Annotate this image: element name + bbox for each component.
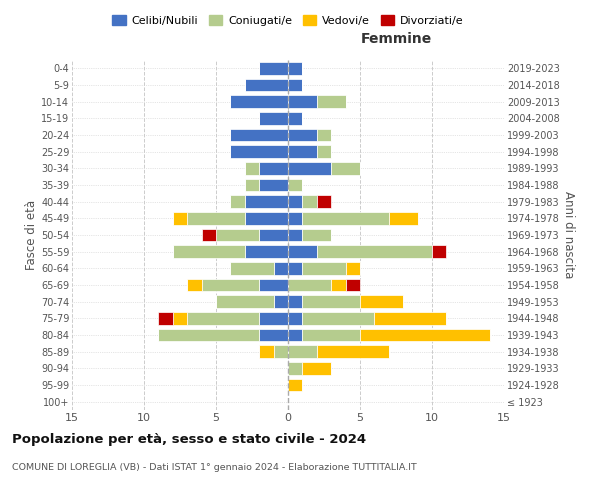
Bar bbox=[259, 162, 288, 174]
Bar bbox=[288, 62, 302, 74]
Bar bbox=[187, 212, 245, 224]
Bar bbox=[288, 79, 302, 92]
Bar bbox=[202, 229, 216, 241]
Bar bbox=[288, 196, 302, 208]
Bar bbox=[230, 196, 245, 208]
Bar bbox=[288, 179, 302, 192]
Bar bbox=[259, 62, 288, 74]
Bar bbox=[230, 146, 288, 158]
Bar bbox=[331, 162, 360, 174]
Bar bbox=[374, 312, 446, 324]
Text: Femmine: Femmine bbox=[361, 32, 431, 46]
Bar bbox=[288, 162, 331, 174]
Bar bbox=[302, 196, 317, 208]
Bar bbox=[259, 112, 288, 124]
Bar bbox=[432, 246, 446, 258]
Bar bbox=[259, 229, 288, 241]
Text: Popolazione per età, sesso e stato civile - 2024: Popolazione per età, sesso e stato civil… bbox=[12, 432, 366, 446]
Bar bbox=[288, 362, 302, 374]
Bar bbox=[302, 212, 389, 224]
Bar bbox=[216, 229, 259, 241]
Bar bbox=[259, 312, 288, 324]
Bar bbox=[288, 379, 302, 391]
Bar bbox=[187, 312, 259, 324]
Bar bbox=[230, 262, 274, 274]
Bar bbox=[317, 346, 389, 358]
Y-axis label: Fasce di età: Fasce di età bbox=[25, 200, 38, 270]
Bar bbox=[288, 346, 317, 358]
Bar bbox=[288, 229, 302, 241]
Bar bbox=[288, 112, 302, 124]
Bar bbox=[245, 162, 259, 174]
Bar bbox=[259, 279, 288, 291]
Bar bbox=[302, 229, 331, 241]
Bar bbox=[274, 262, 288, 274]
Bar bbox=[230, 129, 288, 141]
Bar bbox=[317, 246, 432, 258]
Bar bbox=[302, 262, 346, 274]
Bar bbox=[317, 96, 346, 108]
Bar bbox=[158, 329, 259, 341]
Bar bbox=[245, 246, 288, 258]
Bar bbox=[259, 346, 274, 358]
Bar bbox=[317, 129, 331, 141]
Bar bbox=[288, 279, 331, 291]
Bar bbox=[245, 179, 259, 192]
Bar bbox=[259, 329, 288, 341]
Bar bbox=[288, 312, 302, 324]
Bar bbox=[173, 246, 245, 258]
Bar bbox=[302, 329, 360, 341]
Bar bbox=[259, 179, 288, 192]
Text: COMUNE DI LOREGLIA (VB) - Dati ISTAT 1° gennaio 2024 - Elaborazione TUTTITALIA.I: COMUNE DI LOREGLIA (VB) - Dati ISTAT 1° … bbox=[12, 462, 417, 471]
Bar bbox=[302, 296, 360, 308]
Bar bbox=[288, 212, 302, 224]
Bar bbox=[245, 79, 288, 92]
Bar bbox=[187, 279, 202, 291]
Bar bbox=[288, 146, 317, 158]
Bar bbox=[288, 246, 317, 258]
Bar bbox=[274, 346, 288, 358]
Bar bbox=[317, 146, 331, 158]
Bar bbox=[245, 196, 288, 208]
Bar bbox=[173, 212, 187, 224]
Bar bbox=[302, 312, 374, 324]
Bar bbox=[317, 196, 331, 208]
Bar bbox=[230, 96, 288, 108]
Bar bbox=[173, 312, 187, 324]
Bar bbox=[245, 212, 288, 224]
Legend: Celibi/Nubili, Coniugati/e, Vedovi/e, Divorziati/e: Celibi/Nubili, Coniugati/e, Vedovi/e, Di… bbox=[108, 10, 468, 30]
Bar bbox=[274, 296, 288, 308]
Bar bbox=[360, 296, 403, 308]
Bar bbox=[202, 279, 259, 291]
Bar bbox=[216, 296, 274, 308]
Bar bbox=[288, 129, 317, 141]
Bar bbox=[288, 96, 317, 108]
Bar bbox=[360, 329, 490, 341]
Bar bbox=[158, 312, 173, 324]
Bar bbox=[288, 329, 302, 341]
Bar bbox=[346, 279, 360, 291]
Bar bbox=[288, 262, 302, 274]
Bar bbox=[346, 262, 360, 274]
Bar bbox=[288, 296, 302, 308]
Bar bbox=[331, 279, 346, 291]
Y-axis label: Anni di nascita: Anni di nascita bbox=[562, 192, 575, 278]
Bar bbox=[389, 212, 418, 224]
Bar bbox=[302, 362, 331, 374]
